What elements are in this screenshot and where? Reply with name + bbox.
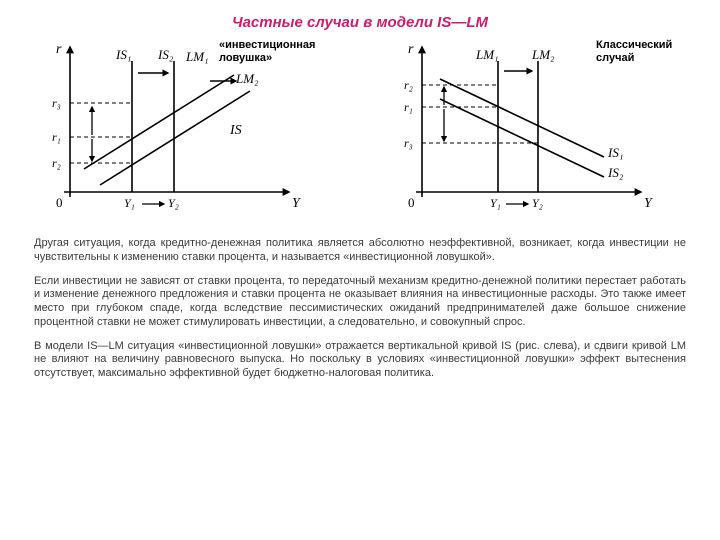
chart-investment-trap: «инвестиционная ловушка» r Y 0 IS₁ IS₂: [34, 37, 334, 227]
y2-label: Y₂: [532, 196, 543, 210]
is1-label: IS₁: [115, 47, 131, 62]
charts-row: «инвестиционная ловушка» r Y 0 IS₁ IS₂: [34, 37, 686, 227]
r3-label: r₃: [404, 136, 413, 150]
lm2-line: [100, 91, 250, 185]
axis-label-r: r: [56, 42, 62, 57]
is1-label: IS₁: [607, 145, 623, 160]
r2-label: r₂: [52, 156, 61, 170]
axis-label-Y: Y: [644, 196, 654, 211]
chart-classical-case: Классический случай r Y 0 LM₁ LM₂: [386, 37, 686, 227]
lm1-label: LM₁: [185, 49, 209, 64]
y2-label: Y₂: [168, 196, 179, 210]
r3-label: r₃: [52, 96, 61, 110]
paragraph-2: Если инвестиции не зависят от ставки про…: [34, 275, 686, 330]
axis-label-r: r: [408, 42, 414, 57]
y1-label: Y₁: [490, 196, 501, 210]
r1-label: r₁: [404, 100, 413, 114]
paragraph-3: В модели IS—LM ситуация «инвестиционной …: [34, 340, 686, 381]
is2-line: [440, 99, 604, 177]
page-title: Частные случаи в модели IS—LM: [34, 14, 686, 31]
axis-origin: 0: [408, 195, 415, 210]
lm2-label: LM₂: [531, 47, 555, 62]
axis-label-Y: Y: [292, 196, 302, 211]
body-text: Другая ситуация, когда кредитно-денежная…: [34, 237, 686, 381]
axis-origin: 0: [56, 195, 63, 210]
is2-label: IS₂: [607, 165, 624, 180]
is-combined-label: IS: [229, 123, 242, 138]
r1-label: r₁: [52, 130, 61, 144]
r2-label: r₂: [404, 78, 413, 92]
chart-label-right: Классический случай: [596, 39, 672, 65]
lm1-line: [84, 75, 234, 169]
paragraph-1: Другая ситуация, когда кредитно-денежная…: [34, 237, 686, 265]
lm1-label: LM₁: [475, 47, 499, 62]
is1-line: [440, 79, 604, 157]
y1-label: Y₁: [124, 196, 135, 210]
chart-label-left: «инвестиционная ловушка»: [219, 39, 315, 65]
lm2-label: LM₂: [235, 71, 259, 86]
is2-label: IS₂: [157, 47, 174, 62]
